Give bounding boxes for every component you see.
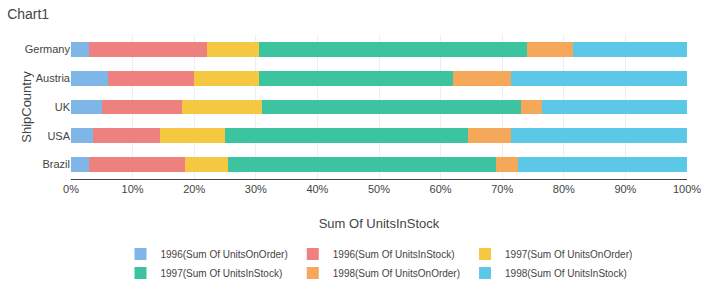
svg-text:80%: 80% [553, 183, 575, 195]
svg-text:60%: 60% [430, 183, 452, 195]
svg-text:Brazil: Brazil [42, 158, 70, 170]
svg-text:Chart1: Chart1 [7, 6, 49, 22]
svg-text:UK: UK [55, 101, 71, 113]
svg-text:30%: 30% [245, 183, 267, 195]
svg-text:100%: 100% [673, 183, 701, 195]
svg-text:USA: USA [47, 130, 70, 142]
svg-text:0%: 0% [63, 183, 79, 195]
svg-text:Germany: Germany [25, 43, 71, 55]
svg-text:40%: 40% [306, 183, 328, 195]
svg-text:90%: 90% [614, 183, 636, 195]
svg-text:20%: 20% [183, 183, 205, 195]
svg-text:1998(Sum Of UnitsOnOrder): 1998(Sum Of UnitsOnOrder) [333, 268, 460, 279]
svg-text:1998(Sum Of UnitsInStock): 1998(Sum Of UnitsInStock) [505, 268, 627, 279]
svg-text:10%: 10% [122, 183, 144, 195]
svg-text:Austria: Austria [36, 72, 71, 84]
svg-text:Sum Of UnitsInStock: Sum Of UnitsInStock [319, 216, 440, 231]
svg-text:ShipCountry: ShipCountry [19, 71, 34, 143]
svg-text:50%: 50% [368, 183, 390, 195]
svg-text:1997(Sum Of UnitsOnOrder): 1997(Sum Of UnitsOnOrder) [505, 249, 632, 260]
svg-text:1997(Sum Of UnitsInStock): 1997(Sum Of UnitsInStock) [161, 268, 283, 279]
svg-text:70%: 70% [491, 183, 513, 195]
svg-text:1996(Sum Of UnitsInStock): 1996(Sum Of UnitsInStock) [333, 249, 455, 260]
svg-text:1996(Sum Of UnitsOnOrder): 1996(Sum Of UnitsOnOrder) [161, 249, 288, 260]
